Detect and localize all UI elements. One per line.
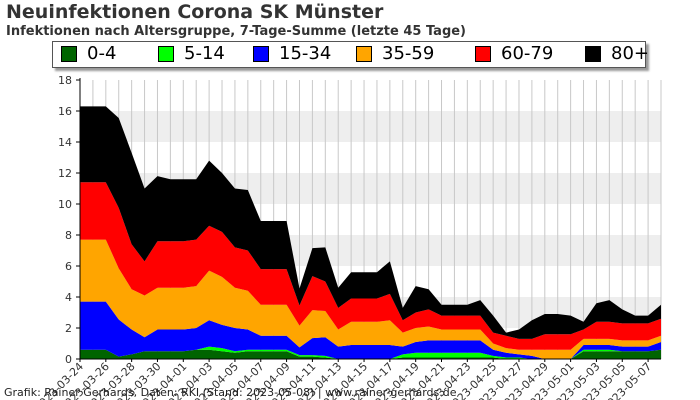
series-area-5-14	[80, 346, 661, 359]
series-area-35-59	[80, 239, 661, 359]
legend-label: 60-79	[501, 43, 554, 64]
legend-label: 35-59	[382, 43, 435, 64]
legend-label: 5-14	[184, 43, 225, 64]
y-tick-label: 18	[58, 74, 72, 87]
y-tick-label: 4	[65, 291, 72, 304]
legend-swatch	[585, 46, 601, 62]
y-tick-label: 6	[65, 260, 72, 273]
legend-swatch	[356, 46, 372, 62]
y-tick-label: 16	[58, 105, 72, 118]
legend-label: 0-4	[87, 43, 117, 64]
legend-swatch	[61, 46, 77, 62]
y-tick-label: 0	[65, 353, 72, 366]
y-tick-label: 12	[58, 167, 72, 180]
chart-credit: Grafik: Rainer Gerhards, Daten: RKI (Sta…	[4, 386, 457, 399]
chart-subtitle: Infektionen nach Altersgruppe, 7-Tage-Su…	[6, 24, 467, 39]
legend-label: 80+	[611, 43, 649, 64]
legend-swatch	[158, 46, 174, 62]
series-area-0-4	[80, 349, 661, 359]
legend-label: 15-34	[279, 43, 332, 64]
y-tick-label: 2	[65, 322, 72, 335]
y-tick-label: 10	[58, 198, 72, 211]
chart-title: Neuinfektionen Corona SK Münster	[6, 1, 384, 23]
chart-legend: 0-4 5-14 15-34 35-59 60-79 80+	[52, 41, 649, 68]
series-area-80+	[80, 106, 661, 339]
grid-band	[80, 111, 661, 142]
legend-swatch	[253, 46, 269, 62]
series-area-15-34	[80, 301, 661, 359]
y-tick-label: 14	[58, 136, 72, 149]
series-area-60-79	[80, 182, 661, 350]
legend-swatch	[475, 46, 491, 62]
y-tick-label: 8	[65, 229, 72, 242]
